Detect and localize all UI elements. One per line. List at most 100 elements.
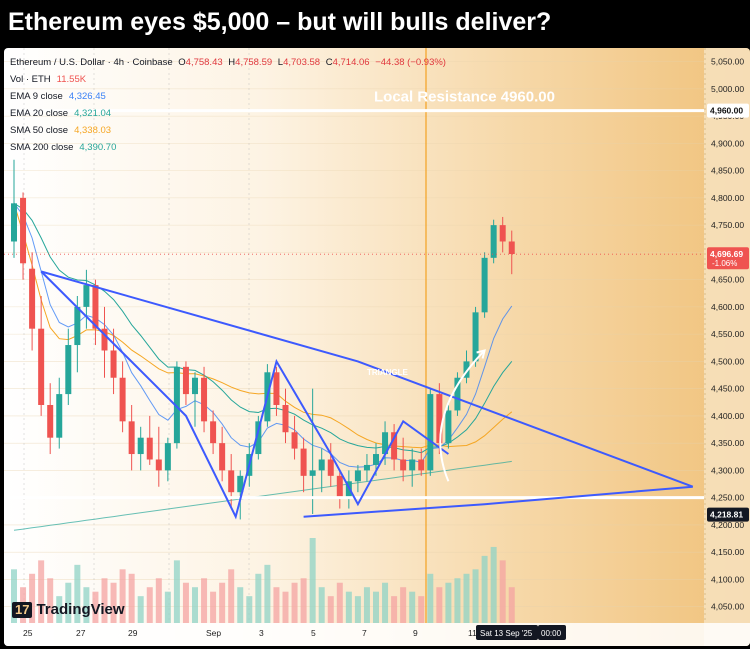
candle-body[interactable] xyxy=(273,372,280,405)
indicator-volume[interactable]: Vol · ETH 11.55K xyxy=(10,74,87,85)
resistance-annotation: Local Resistance 4960.00 xyxy=(374,89,555,106)
candle-body[interactable] xyxy=(282,404,289,433)
indicator-ema9[interactable]: EMA 9 close 4,326.45 xyxy=(10,91,106,102)
volume-bar xyxy=(508,587,515,623)
candle-body[interactable] xyxy=(309,470,316,476)
candle-body[interactable] xyxy=(137,437,144,455)
candle-body[interactable] xyxy=(74,306,81,346)
candle-body[interactable] xyxy=(101,328,108,351)
current-change-tag: -1.06% xyxy=(712,259,737,268)
candle-body[interactable] xyxy=(56,394,63,438)
volume-bar xyxy=(445,582,452,623)
candle-body[interactable] xyxy=(481,257,488,313)
candle-body[interactable] xyxy=(454,377,461,411)
candle-body[interactable] xyxy=(508,241,515,255)
candle-body[interactable] xyxy=(373,454,379,465)
y-tick-label: 4,300.00 xyxy=(711,465,744,475)
candle-body[interactable] xyxy=(463,361,470,378)
candle-body[interactable] xyxy=(418,459,425,471)
candle-body[interactable] xyxy=(400,459,407,471)
candle-body[interactable] xyxy=(29,268,36,329)
candle-body[interactable] xyxy=(255,421,262,455)
price-axis[interactable] xyxy=(704,48,750,646)
candle-body[interactable] xyxy=(47,404,54,438)
volume-bar xyxy=(318,587,325,623)
candle-body[interactable] xyxy=(128,421,135,455)
triangle-lower-line[interactable] xyxy=(303,485,693,518)
candle-body[interactable] xyxy=(382,432,389,455)
chart-legend: Ethereum / U.S. Dollar · 4h · Coinbase O… xyxy=(10,54,449,156)
pattern-zigzag-line[interactable] xyxy=(40,270,449,520)
candle-body[interactable] xyxy=(173,366,180,444)
candle-body[interactable] xyxy=(83,285,90,307)
volume-bar xyxy=(192,587,198,623)
x-tick-label: 25 xyxy=(23,628,33,638)
y-tick-label: 4,650.00 xyxy=(711,275,744,285)
candle-body[interactable] xyxy=(354,470,361,482)
candle-body[interactable] xyxy=(427,394,434,471)
volume-bar xyxy=(119,569,126,623)
volume-bar xyxy=(282,591,289,623)
volume-bar xyxy=(11,569,17,623)
resistance-price-tag-bg xyxy=(707,103,749,118)
candle-body[interactable] xyxy=(445,410,452,444)
candle-body[interactable] xyxy=(201,377,208,422)
triangle-annotation: TRIANGLE xyxy=(367,368,409,377)
candle-body[interactable] xyxy=(436,394,443,444)
y-tick-label: 4,400.00 xyxy=(711,411,744,421)
candle-body[interactable] xyxy=(228,470,235,493)
candle-body[interactable] xyxy=(182,366,189,395)
x-tick-label: 7 xyxy=(362,628,367,638)
crosshair-time-bg xyxy=(538,625,566,640)
candle-body[interactable] xyxy=(192,377,198,395)
volume-bar xyxy=(454,578,461,623)
candle-body[interactable] xyxy=(164,443,171,471)
volume-bar xyxy=(246,596,253,623)
volume-bar xyxy=(499,560,506,623)
volume-bar xyxy=(210,591,217,623)
triangle-upper-line[interactable] xyxy=(40,270,694,488)
candle-body[interactable] xyxy=(490,225,497,258)
volume-bar xyxy=(391,596,398,623)
candle-body[interactable] xyxy=(119,377,126,422)
volume-bar xyxy=(137,596,144,623)
candle-body[interactable] xyxy=(146,437,153,460)
support-price-tag-bg xyxy=(707,507,749,522)
candle-body[interactable] xyxy=(92,285,99,329)
tradingview-logo-icon: 17 xyxy=(12,601,33,618)
x-tick-label: 9 xyxy=(413,628,418,638)
candle-body[interactable] xyxy=(409,459,416,471)
candle-body[interactable] xyxy=(38,328,45,405)
volume-bar xyxy=(354,596,361,623)
crosshair-date-bg xyxy=(476,625,538,640)
indicator-sma50[interactable]: SMA 50 close 4,338.03 xyxy=(10,125,112,136)
candle-body[interactable] xyxy=(237,475,244,493)
candle-body[interactable] xyxy=(155,459,162,471)
indicator-sma200[interactable]: SMA 200 close 4,390.70 xyxy=(10,142,117,153)
price-chart[interactable]: 5,050.005,000.004,950.004,900.004,850.00… xyxy=(4,48,750,646)
candle-body[interactable] xyxy=(336,475,343,498)
candle-body[interactable] xyxy=(210,421,217,444)
volume-bar xyxy=(56,596,63,623)
symbol-title[interactable]: Ethereum / U.S. Dollar · 4h · Coinbase xyxy=(10,57,173,68)
candle-body[interactable] xyxy=(11,203,17,242)
candle-body[interactable] xyxy=(291,432,298,449)
indicator-ema20[interactable]: EMA 20 close 4,321.04 xyxy=(10,108,112,119)
chart-panel[interactable]: 5,050.005,000.004,950.004,900.004,850.00… xyxy=(4,48,750,646)
candle-body[interactable] xyxy=(318,459,325,471)
candle-body[interactable] xyxy=(20,197,27,264)
candle-body[interactable] xyxy=(499,225,506,242)
candle-body[interactable] xyxy=(327,459,334,476)
volume-bar xyxy=(363,587,370,623)
page-headline: Ethereum eyes $5,000 – but will bulls de… xyxy=(8,8,552,36)
candle-body[interactable] xyxy=(472,312,479,362)
candle-body[interactable] xyxy=(65,345,72,395)
candle-body[interactable] xyxy=(300,448,307,476)
time-axis[interactable] xyxy=(4,623,750,646)
candle-body[interactable] xyxy=(110,350,117,378)
candle-body[interactable] xyxy=(391,432,398,460)
volume-bar xyxy=(110,582,117,623)
candle-body[interactable] xyxy=(219,443,226,471)
volume-bar xyxy=(146,587,153,623)
candle-body[interactable] xyxy=(363,464,370,471)
